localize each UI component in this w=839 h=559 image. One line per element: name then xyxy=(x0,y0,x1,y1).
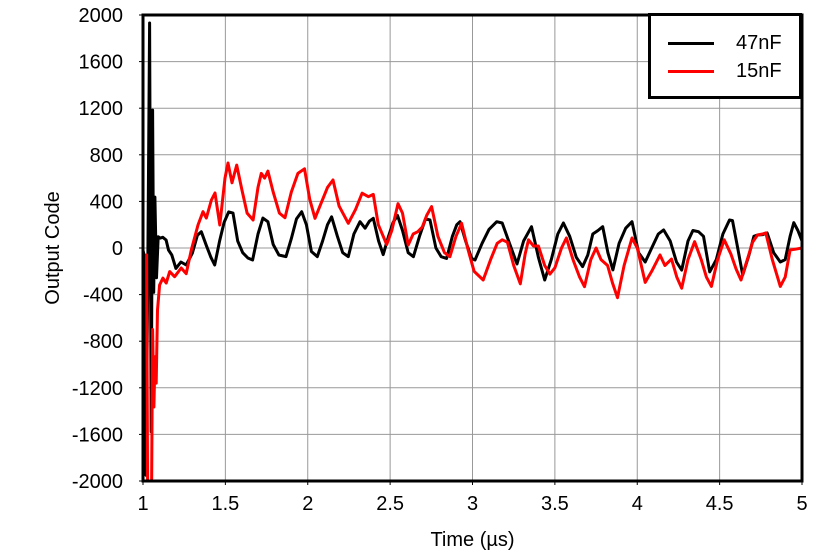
y-tick-label: -400 xyxy=(83,285,123,307)
y-tick-label: -2000 xyxy=(72,471,123,493)
series-line-15nF xyxy=(145,161,802,481)
x-tick-label: 3 xyxy=(467,493,478,515)
x-tick-label: 4 xyxy=(632,493,643,515)
legend-label-47nF: 47nF xyxy=(736,31,782,54)
x-tick-label: 3.5 xyxy=(541,493,569,515)
legend-item-47nF: 47nF xyxy=(668,31,799,55)
y-tick-label: 1200 xyxy=(79,98,124,120)
legend: 47nF 15nF xyxy=(648,13,802,99)
y-tick-label: 1600 xyxy=(79,52,124,74)
x-tick-label: 2.5 xyxy=(376,493,404,515)
y-tick-label: -800 xyxy=(83,331,123,353)
legend-line-sample-15nF xyxy=(668,69,714,73)
x-tick-label: 1 xyxy=(137,493,148,515)
y-tick-label: 2000 xyxy=(79,5,124,27)
y-tick-label: 400 xyxy=(90,191,123,213)
legend-label-15nF: 15nF xyxy=(736,59,782,82)
y-axis-title: Output Code xyxy=(42,191,64,305)
x-tick-label: 5 xyxy=(796,493,807,515)
x-tick-label: 1.5 xyxy=(211,493,239,515)
legend-line-sample-47nF xyxy=(668,41,714,45)
y-tick-label: -1200 xyxy=(72,378,123,400)
x-axis-title: Time (µs) xyxy=(430,529,515,551)
legend-item-15nF: 15nF xyxy=(668,59,799,83)
series-line-47nF xyxy=(143,21,802,477)
y-tick-label: -1600 xyxy=(72,424,123,446)
y-tick-label: 800 xyxy=(90,145,123,167)
x-tick-label: 2 xyxy=(302,493,313,515)
y-tick-label: 0 xyxy=(112,238,123,260)
x-tick-label: 4.5 xyxy=(706,493,734,515)
